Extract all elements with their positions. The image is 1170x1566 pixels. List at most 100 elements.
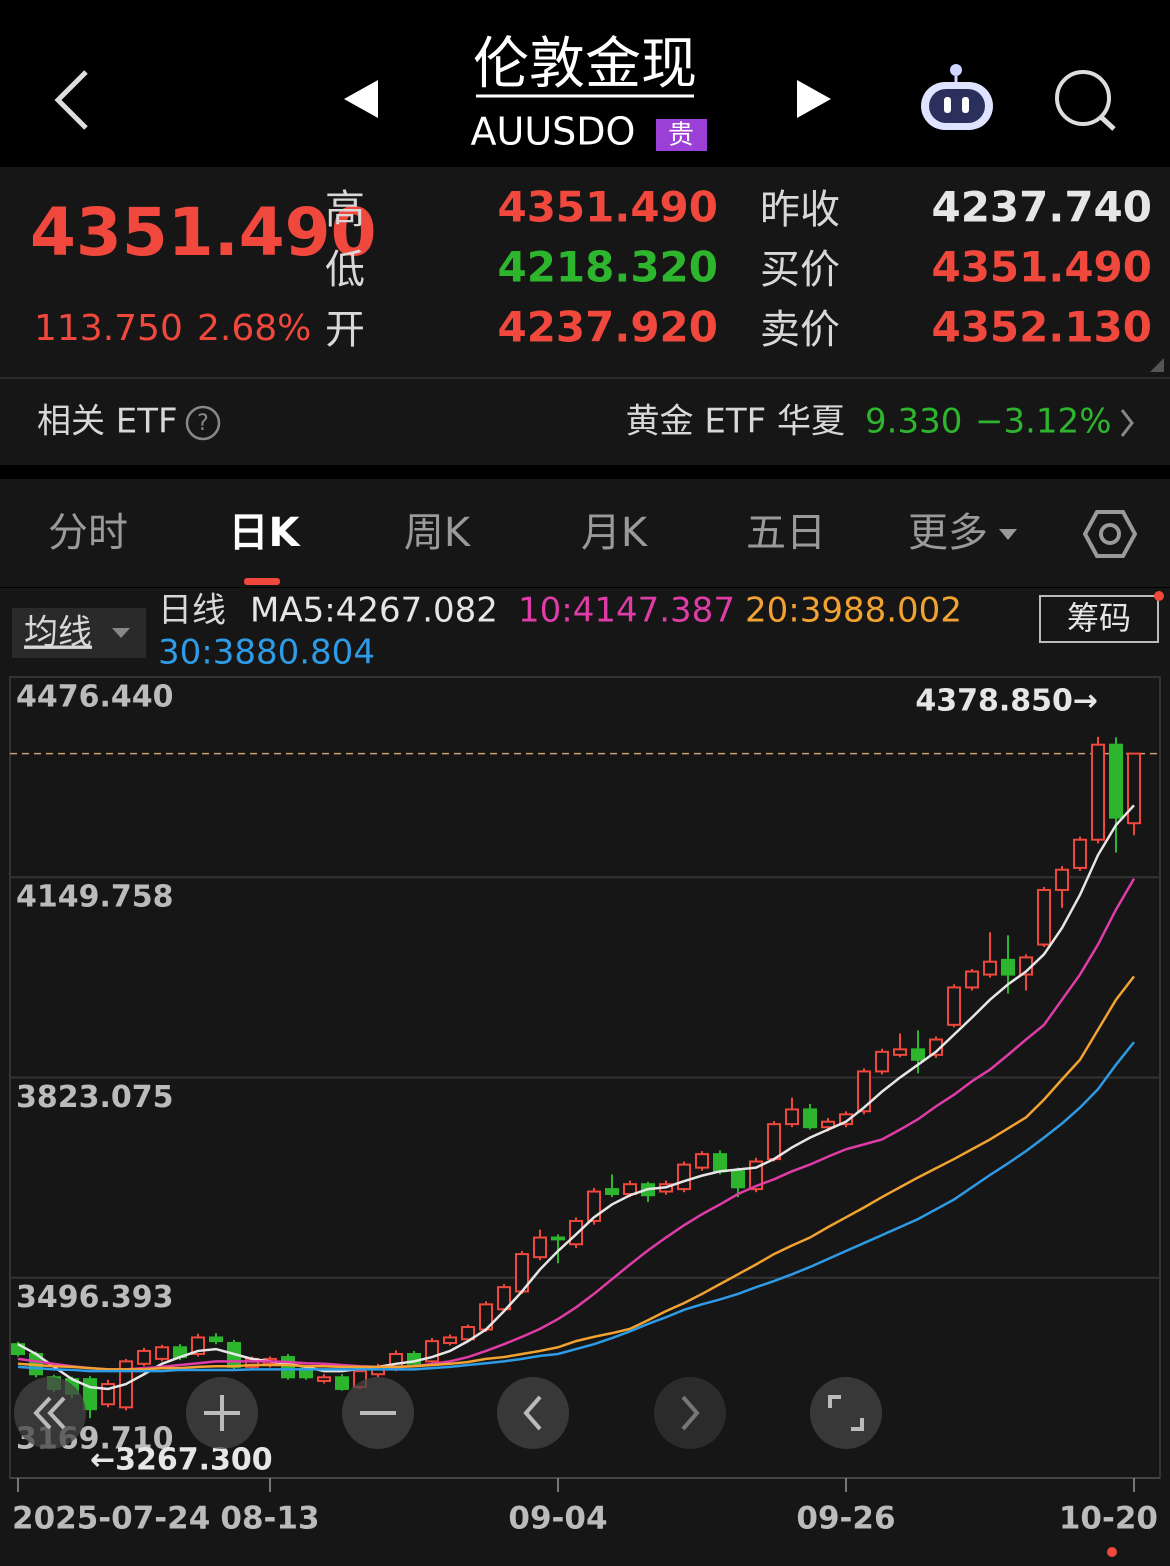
ma-line xyxy=(17,878,1136,1371)
y-tick-label: 4149.758 xyxy=(16,880,174,915)
candle-body xyxy=(857,1070,871,1113)
legend-entry: 30:3880.804 xyxy=(158,633,375,673)
help-icon[interactable] xyxy=(185,405,221,441)
quote-label: 低 xyxy=(325,247,365,293)
candle-body xyxy=(731,1170,745,1189)
chip-button-text: 筹码 xyxy=(1067,599,1131,637)
candle-body xyxy=(713,1153,727,1173)
quote-label: 卖价 xyxy=(760,307,840,353)
x-tick-label: 08-13 xyxy=(220,1501,319,1537)
candle-body xyxy=(677,1163,691,1191)
candle-body xyxy=(155,1346,169,1360)
candle-body xyxy=(335,1376,349,1390)
legend-entry: MA5:4267.082 xyxy=(250,591,498,631)
expand-corner[interactable] xyxy=(1150,358,1164,372)
badge-text: 贵 xyxy=(668,121,694,151)
change: 113.750 xyxy=(34,308,183,349)
candle-body xyxy=(461,1326,475,1341)
settings-button[interactable] xyxy=(1082,510,1138,558)
ma-line xyxy=(17,1041,1135,1373)
zoom-out-button[interactable] xyxy=(342,1377,414,1449)
quote-panel xyxy=(0,167,1170,377)
notification-dot xyxy=(1154,591,1164,601)
title: 伦敦金现 xyxy=(473,32,697,97)
chip-button[interactable] xyxy=(1039,595,1159,643)
tab-bar xyxy=(0,479,1170,587)
scroll-left-button[interactable] xyxy=(14,1377,86,1449)
page-dot xyxy=(1107,1547,1117,1557)
candle-body xyxy=(443,1336,457,1344)
back-button[interactable] xyxy=(54,70,88,130)
candle-body xyxy=(1109,743,1123,819)
tab[interactable]: 月K xyxy=(581,510,649,556)
quote-value: 4351.490 xyxy=(497,183,718,232)
candle-body xyxy=(839,1113,853,1126)
next-button[interactable] xyxy=(797,80,831,118)
etf-name: 黄金 ETF 华夏 xyxy=(626,402,845,442)
search-button[interactable] xyxy=(1055,70,1116,131)
etf-row[interactable] xyxy=(0,379,1170,465)
quote-label: 昨收 xyxy=(760,187,840,233)
tab-active[interactable]: 日K xyxy=(229,510,302,556)
legend-entry: 20:3988.002 xyxy=(745,591,962,631)
chevron xyxy=(1120,409,1134,437)
candle-body xyxy=(1001,958,1015,976)
x-axis: 2025-07-24 08-13 09-04 09-26 10-20 xyxy=(10,1477,1160,1537)
y-tick-label: 4476.440 xyxy=(16,680,174,715)
legend: MA5:4267.082 10:4147.387 20:3988.002 30:388… xyxy=(158,591,962,673)
dropdown-arrow xyxy=(999,529,1017,540)
quote-label: 高 xyxy=(325,187,365,233)
candle-body xyxy=(767,1123,781,1161)
candle-body xyxy=(821,1120,835,1129)
period-label: 日线 xyxy=(158,591,226,631)
high-annotation: 4378.850→ xyxy=(915,684,1098,719)
candle-body xyxy=(83,1378,97,1411)
candle-body xyxy=(1091,743,1105,841)
x-tick-label: 2025-07-24 xyxy=(12,1501,210,1537)
tab[interactable]: 五日 xyxy=(746,510,826,556)
candle-body xyxy=(911,1048,925,1061)
candle-body xyxy=(605,1188,619,1196)
assistant-icon[interactable] xyxy=(921,64,993,130)
etf-label: 相关 ETF xyxy=(37,402,178,442)
candle-body xyxy=(317,1376,331,1382)
x-tick-label: 10-20 xyxy=(1059,1501,1158,1537)
ma-line xyxy=(17,975,1135,1371)
prev-page-button[interactable] xyxy=(497,1377,569,1449)
candle-body xyxy=(569,1219,583,1246)
last-price: 4351.490 xyxy=(30,194,377,271)
candle-body xyxy=(785,1108,799,1126)
candle-body xyxy=(947,986,961,1026)
candle-body xyxy=(1073,838,1087,869)
badge xyxy=(656,119,707,151)
tab[interactable]: 更多 xyxy=(908,510,988,556)
etf-price: 9.330 xyxy=(865,402,962,442)
ma-line xyxy=(17,804,1135,1391)
candle-body xyxy=(137,1349,151,1365)
tab[interactable]: 分时 xyxy=(48,510,128,556)
quote-value: 4352.130 xyxy=(931,303,1152,352)
candle-body xyxy=(1055,868,1069,891)
zoom-in-button[interactable] xyxy=(186,1377,258,1449)
legend-entry: 10:4147.387 xyxy=(518,591,735,631)
candle-body xyxy=(893,1048,907,1056)
ma-selector-text: 均线 xyxy=(24,613,92,653)
candle-body xyxy=(803,1108,817,1129)
y-tick-label: 3496.393 xyxy=(16,1280,174,1315)
quote-label: 买价 xyxy=(760,247,840,293)
candle-body xyxy=(551,1236,565,1241)
tab-indicator xyxy=(244,578,280,585)
fullscreen-button[interactable] xyxy=(810,1377,882,1449)
quote-label: 开 xyxy=(325,307,365,353)
tab[interactable]: 周K xyxy=(404,510,472,556)
prev-button[interactable] xyxy=(344,80,378,118)
next-page-button[interactable] xyxy=(654,1377,726,1449)
candle-body xyxy=(281,1356,295,1379)
candle-body xyxy=(1127,752,1141,825)
candle-body xyxy=(875,1050,889,1073)
dropdown-arrow xyxy=(112,628,130,638)
candle-body xyxy=(695,1153,709,1169)
x-tick-label: 09-04 xyxy=(508,1501,607,1537)
quote-value: 4351.490 xyxy=(931,243,1152,292)
